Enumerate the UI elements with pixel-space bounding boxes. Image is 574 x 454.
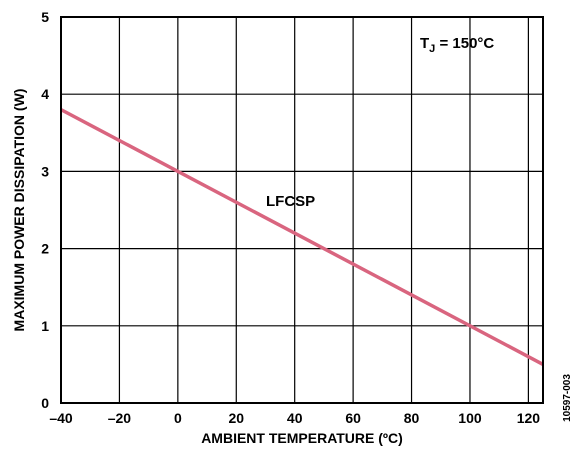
x-tick-label: 0 [174,410,182,426]
x-tick-label: 80 [404,410,420,426]
series-label-lfcsp: LFCSP [266,193,315,210]
series-line-lfcsp [60,108,544,366]
x-tick-label: 20 [228,410,244,426]
y-tick-label: 1 [41,318,49,334]
y-tick-label: 4 [41,86,49,102]
x-tick-label: –40 [49,410,73,426]
x-tick-label: 40 [287,410,303,426]
x-axis-label: AMBIENT TEMPERATURE (ºC) [201,430,403,446]
x-tick-label: 60 [345,410,361,426]
condition-main: T [420,35,429,52]
y-tick-label: 0 [41,395,49,411]
y-tick-label: 3 [41,163,49,179]
x-tick-label: –20 [108,410,132,426]
condition-value: = 150°C [435,35,494,52]
figure-id: 10597-003 [562,374,573,422]
y-tick-label: 2 [41,241,49,257]
condition-annotation: TJ = 150°C [420,35,494,55]
x-tick-label: 100 [458,410,482,426]
grid-lines [60,16,543,404]
x-tick-labels: –40 –20 0 20 40 60 80 100 120 [49,410,540,426]
y-tick-label: 5 [41,9,49,25]
x-tick-label: 120 [517,410,541,426]
condition-subscript: J [429,43,435,55]
y-tick-labels: 0 1 2 3 4 5 [41,9,49,411]
plot-frame [60,16,544,404]
y-axis-label: MAXIMUM POWER DISSIPATION (W) [11,89,27,332]
